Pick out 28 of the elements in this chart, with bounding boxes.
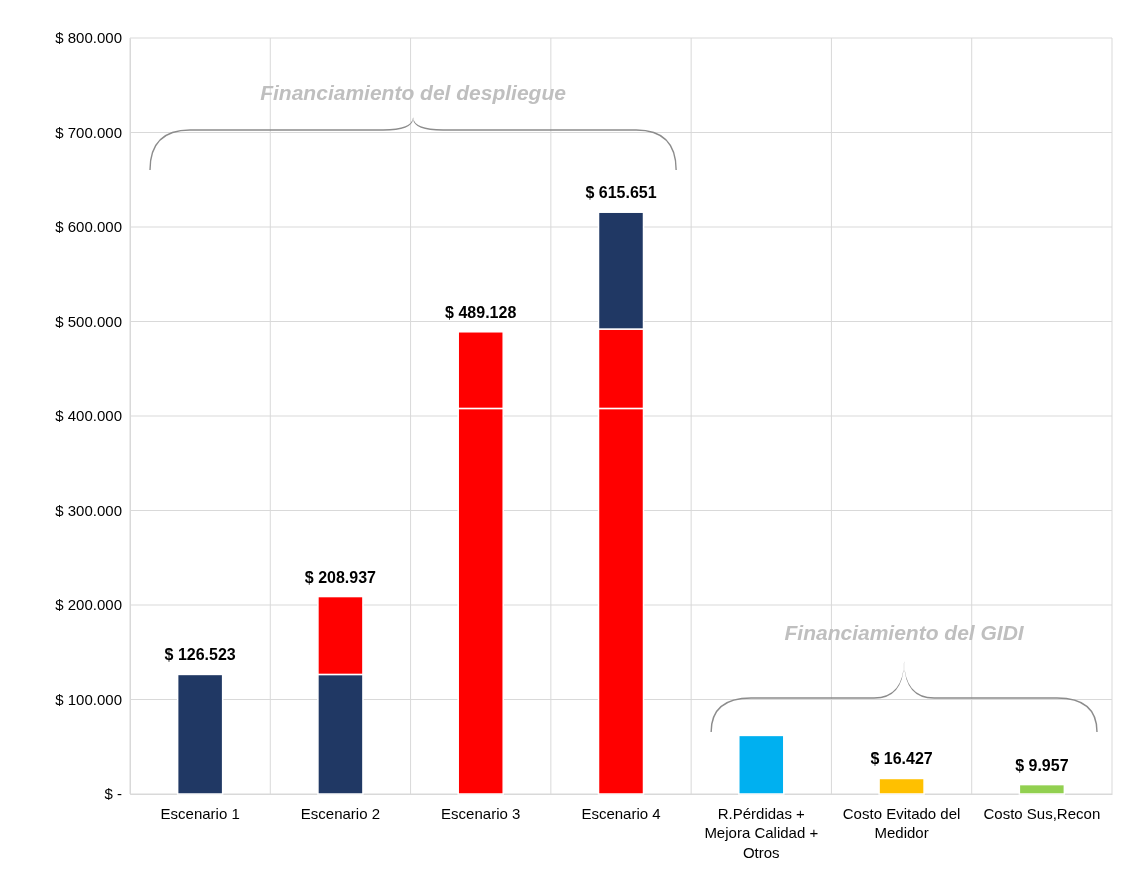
y-tick-label: $ - — [104, 785, 122, 803]
annotation: Financiamiento del despliegue — [260, 81, 567, 104]
bar — [176, 673, 224, 795]
total-label: $ 208.937 — [304, 568, 377, 586]
x-tick-label: Escenario 3 — [441, 804, 521, 822]
total-label: $ 16.427 — [870, 750, 933, 768]
total-label: $ 126.523 — [164, 646, 236, 664]
y-tick-label: $ 200.000 — [55, 596, 122, 614]
y-tick-label: $ 800.000 — [55, 29, 122, 47]
y-tick-label: $ 500.000 — [55, 312, 122, 330]
y-tick-label: $ 100.000 — [55, 690, 122, 708]
total-label: $ 615.651 — [585, 184, 657, 202]
x-tick-label: Escenario 4 — [581, 804, 661, 822]
x-tick-label: Costo Sus,Recon — [983, 804, 1101, 822]
y-tick-label: $ 600.000 — [55, 218, 122, 236]
x-tick-label: R.Pérdidas + Mejora Calidad + Otros — [704, 804, 819, 861]
y-tick-label: $ 300.000 — [55, 501, 122, 519]
bar — [878, 777, 925, 795]
bar — [738, 734, 785, 795]
total-label: $ 489.128 — [445, 303, 517, 321]
x-tick-label: Costo Evitado del Medidor — [842, 804, 961, 842]
y-tick-label: $ 400.000 — [55, 407, 122, 425]
y-tick-label: $ 700.000 — [55, 123, 122, 141]
x-tick-label: Escenario 1 — [160, 804, 240, 822]
bar — [1018, 783, 1066, 795]
total-label: $ 9.957 — [1015, 756, 1069, 774]
annotation: Financiamiento del GIDI — [784, 621, 1025, 644]
x-tick-label: Escenario 2 — [300, 804, 381, 822]
